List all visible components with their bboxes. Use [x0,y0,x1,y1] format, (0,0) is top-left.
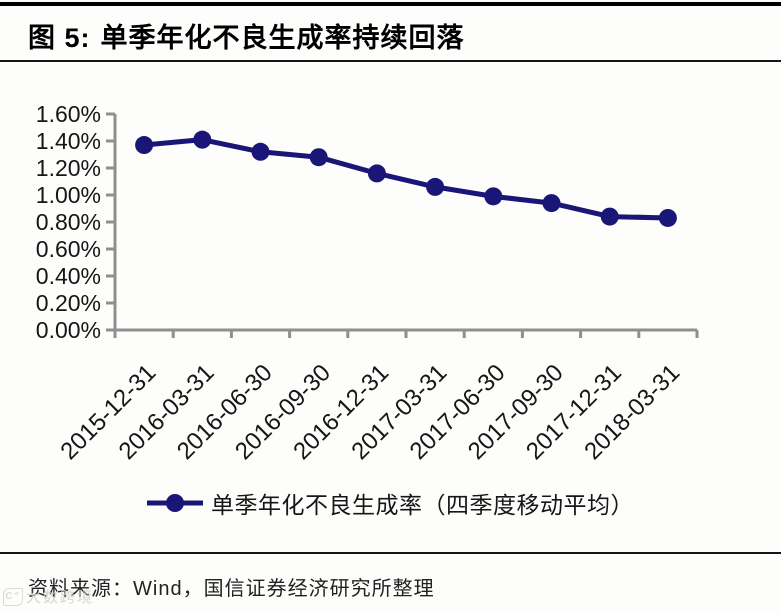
top-rule [0,2,781,6]
figure-header: 图 5: 单季年化不良生成率持续回落 [28,16,771,55]
watermark-logo-icon: C° [3,587,23,606]
svg-text:1.20%: 1.20% [36,155,101,181]
source-label: 资料来源： [28,578,133,600]
footer-rule [0,552,781,554]
title-rule [0,60,781,62]
svg-text:1.00%: 1.00% [36,182,101,208]
npl-generation-rate-line-chart: 0.00%0.20%0.40%0.60%0.80%1.00%1.20%1.40%… [36,101,699,465]
svg-text:1.60%: 1.60% [36,101,101,127]
source-text: Wind，国信证券经济研究所整理 [133,578,435,600]
watermark-text: 大数跨境 [26,589,95,606]
figure-label: 图 5: [28,23,91,53]
chart-legend: 单季年化不良生成率（四季度移动平均） [0,483,781,523]
svg-text:0.80%: 0.80% [36,209,101,235]
figure-title: 单季年化不良生成率持续回落 [100,23,465,53]
source-line: 资料来源：Wind，国信证券经济研究所整理 [28,572,771,601]
svg-text:0.40%: 0.40% [36,263,101,289]
watermark: C° 大数跨境 [3,586,94,607]
svg-text:1.40%: 1.40% [36,128,101,154]
legend-label: 单季年化不良生成率（四季度移动平均） [211,492,634,518]
svg-text:0.60%: 0.60% [36,236,101,262]
legend-line-marker-icon [147,494,203,512]
svg-text:0.20%: 0.20% [36,290,101,316]
svg-text:0.00%: 0.00% [36,317,101,343]
